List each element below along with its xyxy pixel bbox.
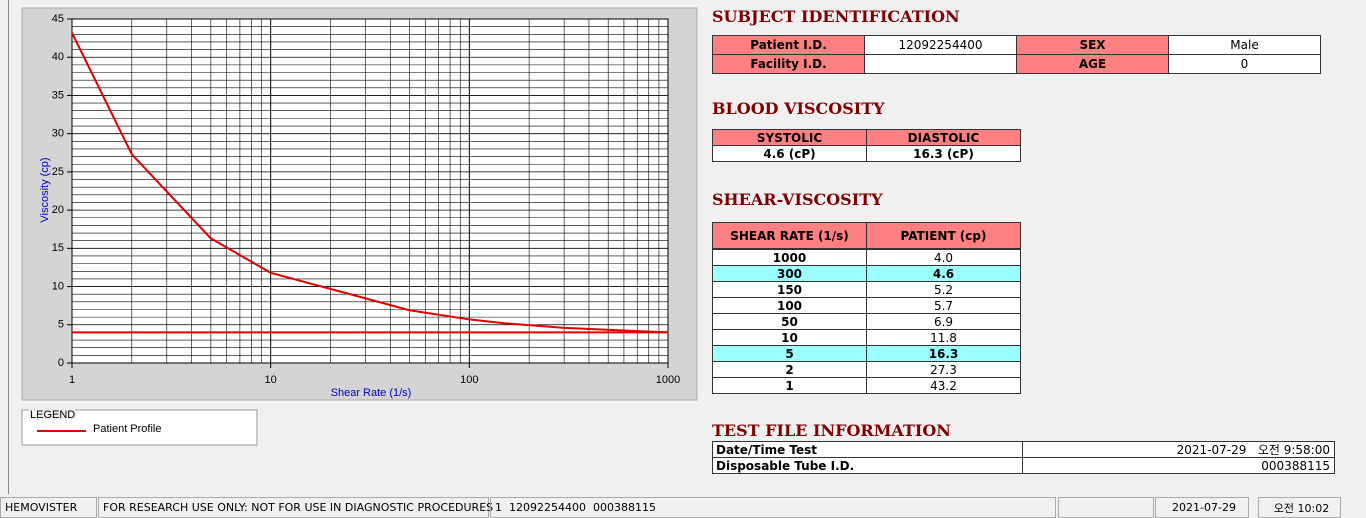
tf-value: 000388115 xyxy=(1022,457,1335,474)
section-title: SHEAR-VISCOSITY xyxy=(712,190,883,209)
status-cell xyxy=(1058,497,1154,518)
sv-cell: 27.3 xyxy=(866,361,1021,378)
id-cell: AGE xyxy=(1016,54,1169,74)
sv-header: SHEAR RATE (1/s) xyxy=(712,222,867,249)
x-axis-label: Shear Rate (1/s) xyxy=(331,387,412,399)
bv-value: 4.6 (cP) xyxy=(712,145,867,162)
sv-cell: 5.7 xyxy=(866,297,1021,314)
tf-label: Disposable Tube I.D. xyxy=(712,457,1023,474)
x-tick-label: 1 xyxy=(69,374,75,386)
y-tick-label: 10 xyxy=(52,280,64,292)
sv-cell: 4.0 xyxy=(866,249,1021,266)
sv-cell: 43.2 xyxy=(866,377,1021,394)
sv-cell: 11.8 xyxy=(866,329,1021,346)
x-tick-label: 1000 xyxy=(656,374,680,386)
y-tick-label: 30 xyxy=(52,128,64,140)
legend-box xyxy=(21,409,258,446)
id-cell: SEX xyxy=(1016,35,1169,55)
frame-line xyxy=(8,0,9,494)
sv-cell: 300 xyxy=(712,265,867,282)
x-tick-label: 10 xyxy=(265,374,277,386)
tf-label: Date/Time Test xyxy=(712,441,1023,458)
y-tick-label: 20 xyxy=(52,204,64,216)
sv-cell: 2 xyxy=(712,361,867,378)
y-tick-label: 25 xyxy=(52,166,64,178)
id-cell: Male xyxy=(1168,35,1321,55)
tf-value: 2021-07-29 오전 9:58:00 xyxy=(1022,441,1335,458)
sv-cell: 1 xyxy=(712,377,867,394)
id-cell: Patient I.D. xyxy=(712,35,865,55)
chart: LEGEND Shear Rate (1/s) Viscosity (cp) 0… xyxy=(21,7,698,446)
sv-cell: 4.6 xyxy=(866,265,1021,282)
y-tick-label: 40 xyxy=(52,51,64,63)
sv-cell: 6.9 xyxy=(866,313,1021,330)
bv-value: 16.3 (cP) xyxy=(866,145,1021,162)
data-line xyxy=(71,32,669,334)
section-title: BLOOD VISCOSITY xyxy=(712,99,885,118)
status-cell: 2021-07-29 xyxy=(1155,497,1249,518)
sv-cell: 1000 xyxy=(712,249,867,266)
sv-cell: 5.2 xyxy=(866,281,1021,298)
sv-cell: 150 xyxy=(712,281,867,298)
sv-cell: 5 xyxy=(712,345,867,362)
y-tick-label: 15 xyxy=(52,242,64,254)
sv-cell: 10 xyxy=(712,329,867,346)
y-tick-label: 5 xyxy=(58,319,64,331)
y-tick-label: 35 xyxy=(52,89,64,101)
legend-title: LEGEND xyxy=(30,409,75,421)
legend-label: Patient Profile xyxy=(93,423,161,435)
y-axis-label: Viscosity (cp) xyxy=(39,157,51,222)
status-cell: FOR RESEARCH USE ONLY: NOT FOR USE IN DI… xyxy=(98,497,493,518)
sv-cell: 16.3 xyxy=(866,345,1021,362)
bv-header: SYSTOLIC xyxy=(712,129,867,146)
section-title: SUBJECT IDENTIFICATION xyxy=(712,7,960,26)
status-cell: HEMOVISTER xyxy=(0,497,97,518)
id-cell: Facility I.D. xyxy=(712,54,865,74)
sv-cell: 50 xyxy=(712,313,867,330)
y-tick-label: 0 xyxy=(58,357,64,369)
id-cell xyxy=(864,54,1017,74)
bv-header: DIASTOLIC xyxy=(866,129,1021,146)
section-title: TEST FILE INFORMATION xyxy=(712,421,951,440)
status-cell: 오전 10:02 xyxy=(1258,497,1341,518)
id-cell: 12092254400 xyxy=(864,35,1017,55)
id-cell: 0 xyxy=(1168,54,1321,74)
y-tick-label: 45 xyxy=(52,13,64,25)
x-tick-label: 100 xyxy=(460,374,478,386)
status-cell: 1 12092254400 000388115 xyxy=(490,497,1056,518)
sv-cell: 100 xyxy=(712,297,867,314)
plot-area xyxy=(71,18,669,364)
sv-header: PATIENT (cp) xyxy=(866,222,1021,249)
